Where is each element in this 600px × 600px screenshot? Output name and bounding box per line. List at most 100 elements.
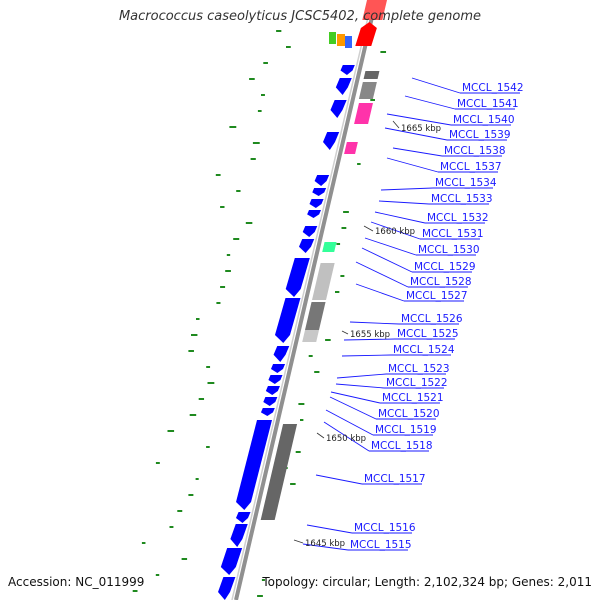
gc-dot bbox=[286, 46, 291, 48]
gc-dot bbox=[181, 558, 188, 560]
gc-dot bbox=[261, 94, 265, 96]
forward-gene-18 bbox=[236, 420, 273, 510]
gc-dot bbox=[300, 419, 304, 421]
gc-dot bbox=[191, 334, 198, 336]
label-leaders bbox=[302, 77, 520, 551]
gc-dot bbox=[343, 211, 349, 213]
gc-dot bbox=[229, 126, 237, 128]
gc-dot bbox=[340, 275, 345, 277]
reverse-gene-3 bbox=[305, 302, 326, 330]
leader-MCCL_1532 bbox=[374, 211, 426, 224]
leader-MCCL_1522 bbox=[335, 383, 385, 389]
tick-mark-1 bbox=[363, 225, 374, 232]
tick-labels: 1665 kbp 1660 kbp 1655 kbp 1650 kbp 1645 kbp bbox=[293, 120, 441, 549]
gc-dot bbox=[325, 339, 331, 341]
forward-gene-7 bbox=[307, 210, 322, 218]
tick-label-3: 1650 kbp bbox=[326, 434, 366, 444]
gene-label-MCCL_1527: MCCL_1527 bbox=[406, 290, 468, 302]
leader-MCCL_1527 bbox=[355, 283, 405, 302]
gene-label-MCCL_1519: MCCL_1519 bbox=[375, 424, 437, 436]
forward-gene-13 bbox=[270, 364, 286, 373]
forward-gene-11 bbox=[274, 298, 301, 343]
forward-gene-14 bbox=[268, 375, 283, 384]
gc-dot bbox=[341, 227, 347, 229]
gene-label-MCCL_1538: MCCL_1538 bbox=[444, 145, 506, 157]
small-blue-feature bbox=[345, 36, 352, 48]
forward-gene-5 bbox=[312, 188, 327, 196]
backbone-highlight bbox=[231, 0, 373, 600]
gc-dot bbox=[169, 526, 174, 528]
gc-dot bbox=[141, 542, 146, 544]
gene-label-MCCL_1515: MCCL_1515 bbox=[350, 539, 412, 551]
forward-gene-8 bbox=[302, 226, 318, 237]
gene-label-MCCL_1539: MCCL_1539 bbox=[449, 129, 511, 141]
gc-dot bbox=[188, 494, 194, 496]
gene-label-MCCL_1520: MCCL_1520 bbox=[378, 408, 440, 420]
feature-track bbox=[218, 0, 387, 600]
gc-dot bbox=[220, 206, 225, 208]
magenta-feature-1 bbox=[354, 103, 373, 124]
gene-label-MCCL_1529: MCCL_1529 bbox=[414, 261, 476, 273]
map-title: Macrococcus caseolyticus JCSC5402, compl… bbox=[118, 9, 482, 24]
leader-MCCL_1542 bbox=[411, 77, 461, 94]
leader-MCCL_1534 bbox=[380, 187, 434, 191]
gc-dot bbox=[245, 222, 253, 224]
reverse-gene-4 bbox=[302, 330, 320, 342]
topology-text: Topology: circular; Length: 2,102,324 bp… bbox=[262, 575, 592, 589]
teal-feature bbox=[322, 242, 337, 252]
gc-dot bbox=[207, 382, 215, 384]
leader-MCCL_1540 bbox=[386, 113, 452, 126]
forward-gene-2 bbox=[330, 100, 347, 118]
forward-gene-1 bbox=[335, 78, 352, 95]
gc-dot bbox=[196, 318, 200, 320]
leader-MCCL_1541 bbox=[404, 95, 456, 110]
leader-MCCL_1515 bbox=[302, 543, 349, 551]
tick-label-1: 1660 kbp bbox=[375, 227, 415, 237]
gc-dot bbox=[252, 142, 260, 144]
reverse-gene-1 bbox=[358, 82, 377, 99]
leader-MCCL_1528 bbox=[355, 261, 409, 288]
leader-MCCL_1526 bbox=[349, 321, 400, 325]
forward-gene-4 bbox=[314, 175, 330, 186]
red-feature-arrow bbox=[355, 22, 377, 46]
leader-MCCL_1538 bbox=[392, 147, 443, 157]
forward-gene-12 bbox=[273, 346, 290, 362]
gc-dot bbox=[226, 254, 231, 256]
gc-dot bbox=[225, 270, 231, 272]
forward-gene-9 bbox=[298, 239, 315, 253]
gc-dot bbox=[357, 163, 361, 165]
gc-dot bbox=[380, 51, 387, 53]
forward-gene-3 bbox=[323, 132, 340, 150]
backbone-line bbox=[234, 0, 378, 600]
leader-MCCL_1533 bbox=[378, 200, 430, 205]
gene-label-MCCL_1530: MCCL_1530 bbox=[418, 244, 480, 256]
gc-dot bbox=[216, 302, 221, 304]
leader-MCCL_1518 bbox=[323, 421, 370, 452]
gc-dot bbox=[263, 62, 268, 64]
gc-dot bbox=[233, 238, 240, 240]
gene-label-MCCL_1533: MCCL_1533 bbox=[431, 193, 493, 205]
reverse-gene-5 bbox=[260, 424, 298, 520]
leader-MCCL_1523 bbox=[336, 373, 387, 379]
gc-dot bbox=[132, 590, 138, 592]
gc-dot bbox=[195, 478, 199, 480]
gc-dot bbox=[370, 99, 375, 101]
gc-content-track bbox=[132, 30, 387, 597]
leader-MCCL_1530 bbox=[364, 237, 417, 256]
gc-dot bbox=[249, 78, 255, 80]
gc-dot bbox=[188, 350, 194, 352]
gc-dot bbox=[257, 595, 263, 597]
leader-MCCL_1531 bbox=[370, 221, 421, 240]
leader-MCCL_1521 bbox=[330, 391, 381, 404]
gc-dot bbox=[314, 371, 320, 373]
gc-dot bbox=[236, 190, 241, 192]
gc-dot bbox=[155, 462, 160, 464]
leader-MCCL_1520 bbox=[329, 396, 377, 420]
gene-label-MCCL_1532: MCCL_1532 bbox=[427, 212, 489, 224]
magenta-feature-2 bbox=[344, 142, 358, 154]
tick-mark-3 bbox=[316, 432, 325, 439]
gc-dot bbox=[298, 403, 305, 405]
orange-feature bbox=[337, 34, 345, 46]
gene-label-MCCL_1541: MCCL_1541 bbox=[457, 98, 519, 110]
forward-gene-16 bbox=[263, 397, 278, 406]
